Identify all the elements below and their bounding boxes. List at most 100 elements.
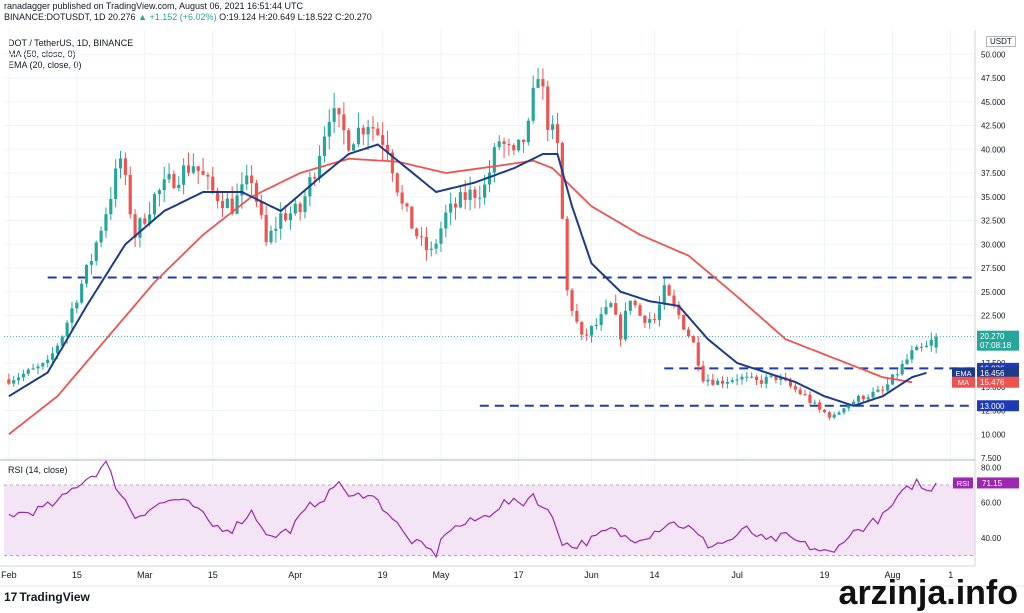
time-tick-label: 1 <box>948 570 953 580</box>
candle-body <box>643 315 647 323</box>
candle-body <box>94 242 98 262</box>
candle <box>929 332 933 352</box>
currency-badge[interactable]: USDT <box>986 36 1016 47</box>
candle-body <box>856 395 861 402</box>
candle <box>832 411 836 420</box>
candle <box>104 207 108 239</box>
candle <box>191 153 195 175</box>
candle <box>633 299 637 309</box>
candle-body <box>70 308 74 323</box>
candle <box>308 172 312 207</box>
candle <box>322 126 327 163</box>
candle <box>366 119 370 151</box>
candle-body <box>691 336 695 343</box>
candle-body <box>356 127 360 145</box>
candle <box>313 172 317 187</box>
candle-body <box>60 336 64 346</box>
candle <box>609 301 613 309</box>
candle-body <box>512 145 516 151</box>
candle <box>541 68 545 100</box>
candle <box>682 314 686 331</box>
candle-body <box>337 108 341 115</box>
candle-body <box>915 346 919 351</box>
candle-body <box>619 314 623 340</box>
candle-body <box>774 375 778 381</box>
candle-body <box>886 384 890 391</box>
candle <box>585 328 589 341</box>
candle <box>31 363 35 370</box>
candle-body <box>759 380 763 384</box>
candle-body <box>284 213 288 221</box>
candle <box>7 373 11 386</box>
candle <box>740 373 744 385</box>
candle <box>419 227 424 246</box>
candle <box>434 239 438 255</box>
candle-body <box>400 192 404 204</box>
rsi-value-label: RSI 71.15 <box>953 477 1019 489</box>
candle-body <box>473 189 477 198</box>
candle-body <box>487 172 492 185</box>
candle-body <box>133 214 137 238</box>
candle-body <box>614 303 618 315</box>
price-label-box <box>977 400 1019 412</box>
candle <box>934 333 938 354</box>
ohlc-values: O:19.124 H:20.649 L:18.522 C:20.270 <box>219 12 372 22</box>
candle-body <box>429 248 433 251</box>
candle-body <box>463 192 467 200</box>
time-tick-label: 14 <box>650 570 660 580</box>
candle <box>536 67 540 89</box>
candle <box>852 399 856 405</box>
candle-body <box>735 379 739 381</box>
candle-body <box>677 304 681 315</box>
candle <box>473 186 477 209</box>
candle <box>779 373 783 386</box>
candle <box>327 109 331 150</box>
candle <box>623 302 628 342</box>
indicator-tag-box <box>952 367 975 379</box>
candle-body <box>240 184 244 196</box>
candle-body <box>570 290 574 311</box>
price-tick-label: 45.000 <box>981 98 1006 107</box>
candle <box>686 326 691 338</box>
candle-body <box>201 170 205 175</box>
candle-body <box>99 230 103 243</box>
candle-body <box>415 228 419 237</box>
candle-body <box>21 373 25 378</box>
candle-body <box>327 121 331 137</box>
candle <box>696 336 700 372</box>
candle-body <box>220 201 225 208</box>
time-tick-label: 15 <box>72 570 82 580</box>
candle-body <box>560 142 564 219</box>
last-price: 20.276 <box>108 12 136 22</box>
candle <box>900 360 904 376</box>
candle <box>808 391 812 406</box>
candle <box>628 300 632 315</box>
candle <box>400 184 404 210</box>
candle <box>225 191 229 209</box>
time-tick-label: May <box>432 570 450 580</box>
candle <box>269 225 273 245</box>
candle <box>842 408 846 415</box>
candle <box>41 362 45 370</box>
candle <box>730 377 734 384</box>
candle <box>565 215 569 296</box>
candle <box>555 112 560 155</box>
legend-ema: EMA (20, close, 0) <box>8 60 82 70</box>
price-label-text: 13.000 <box>980 402 1005 411</box>
candle-body <box>419 236 424 238</box>
candle <box>657 295 662 327</box>
candle-body <box>594 324 598 327</box>
time-tick-label: Feb <box>1 570 17 580</box>
candle-body <box>114 168 118 199</box>
candle <box>706 374 710 387</box>
candle-body <box>526 120 530 143</box>
candle-body <box>706 379 710 382</box>
candle <box>599 307 603 331</box>
candle-body <box>502 141 506 145</box>
candle <box>546 80 550 142</box>
tradingview-logo[interactable]: 17 TradingView <box>4 590 90 604</box>
time-tick-label: 19 <box>378 570 388 580</box>
candle-body <box>225 198 229 208</box>
